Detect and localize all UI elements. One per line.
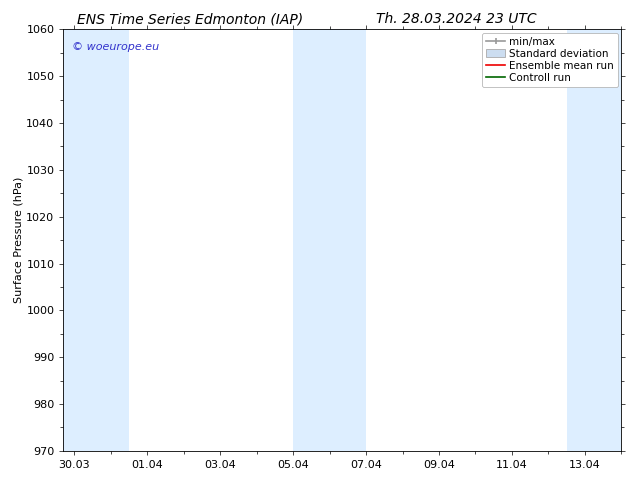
Text: Th. 28.03.2024 23 UTC: Th. 28.03.2024 23 UTC bbox=[376, 12, 537, 26]
Text: ENS Time Series Edmonton (IAP): ENS Time Series Edmonton (IAP) bbox=[77, 12, 303, 26]
Text: © woeurope.eu: © woeurope.eu bbox=[72, 42, 159, 52]
Legend: min/max, Standard deviation, Ensemble mean run, Controll run: min/max, Standard deviation, Ensemble me… bbox=[482, 32, 618, 87]
Bar bbox=[63, 29, 129, 451]
Bar bbox=[567, 29, 621, 451]
Y-axis label: Surface Pressure (hPa): Surface Pressure (hPa) bbox=[13, 177, 23, 303]
Bar bbox=[293, 29, 366, 451]
